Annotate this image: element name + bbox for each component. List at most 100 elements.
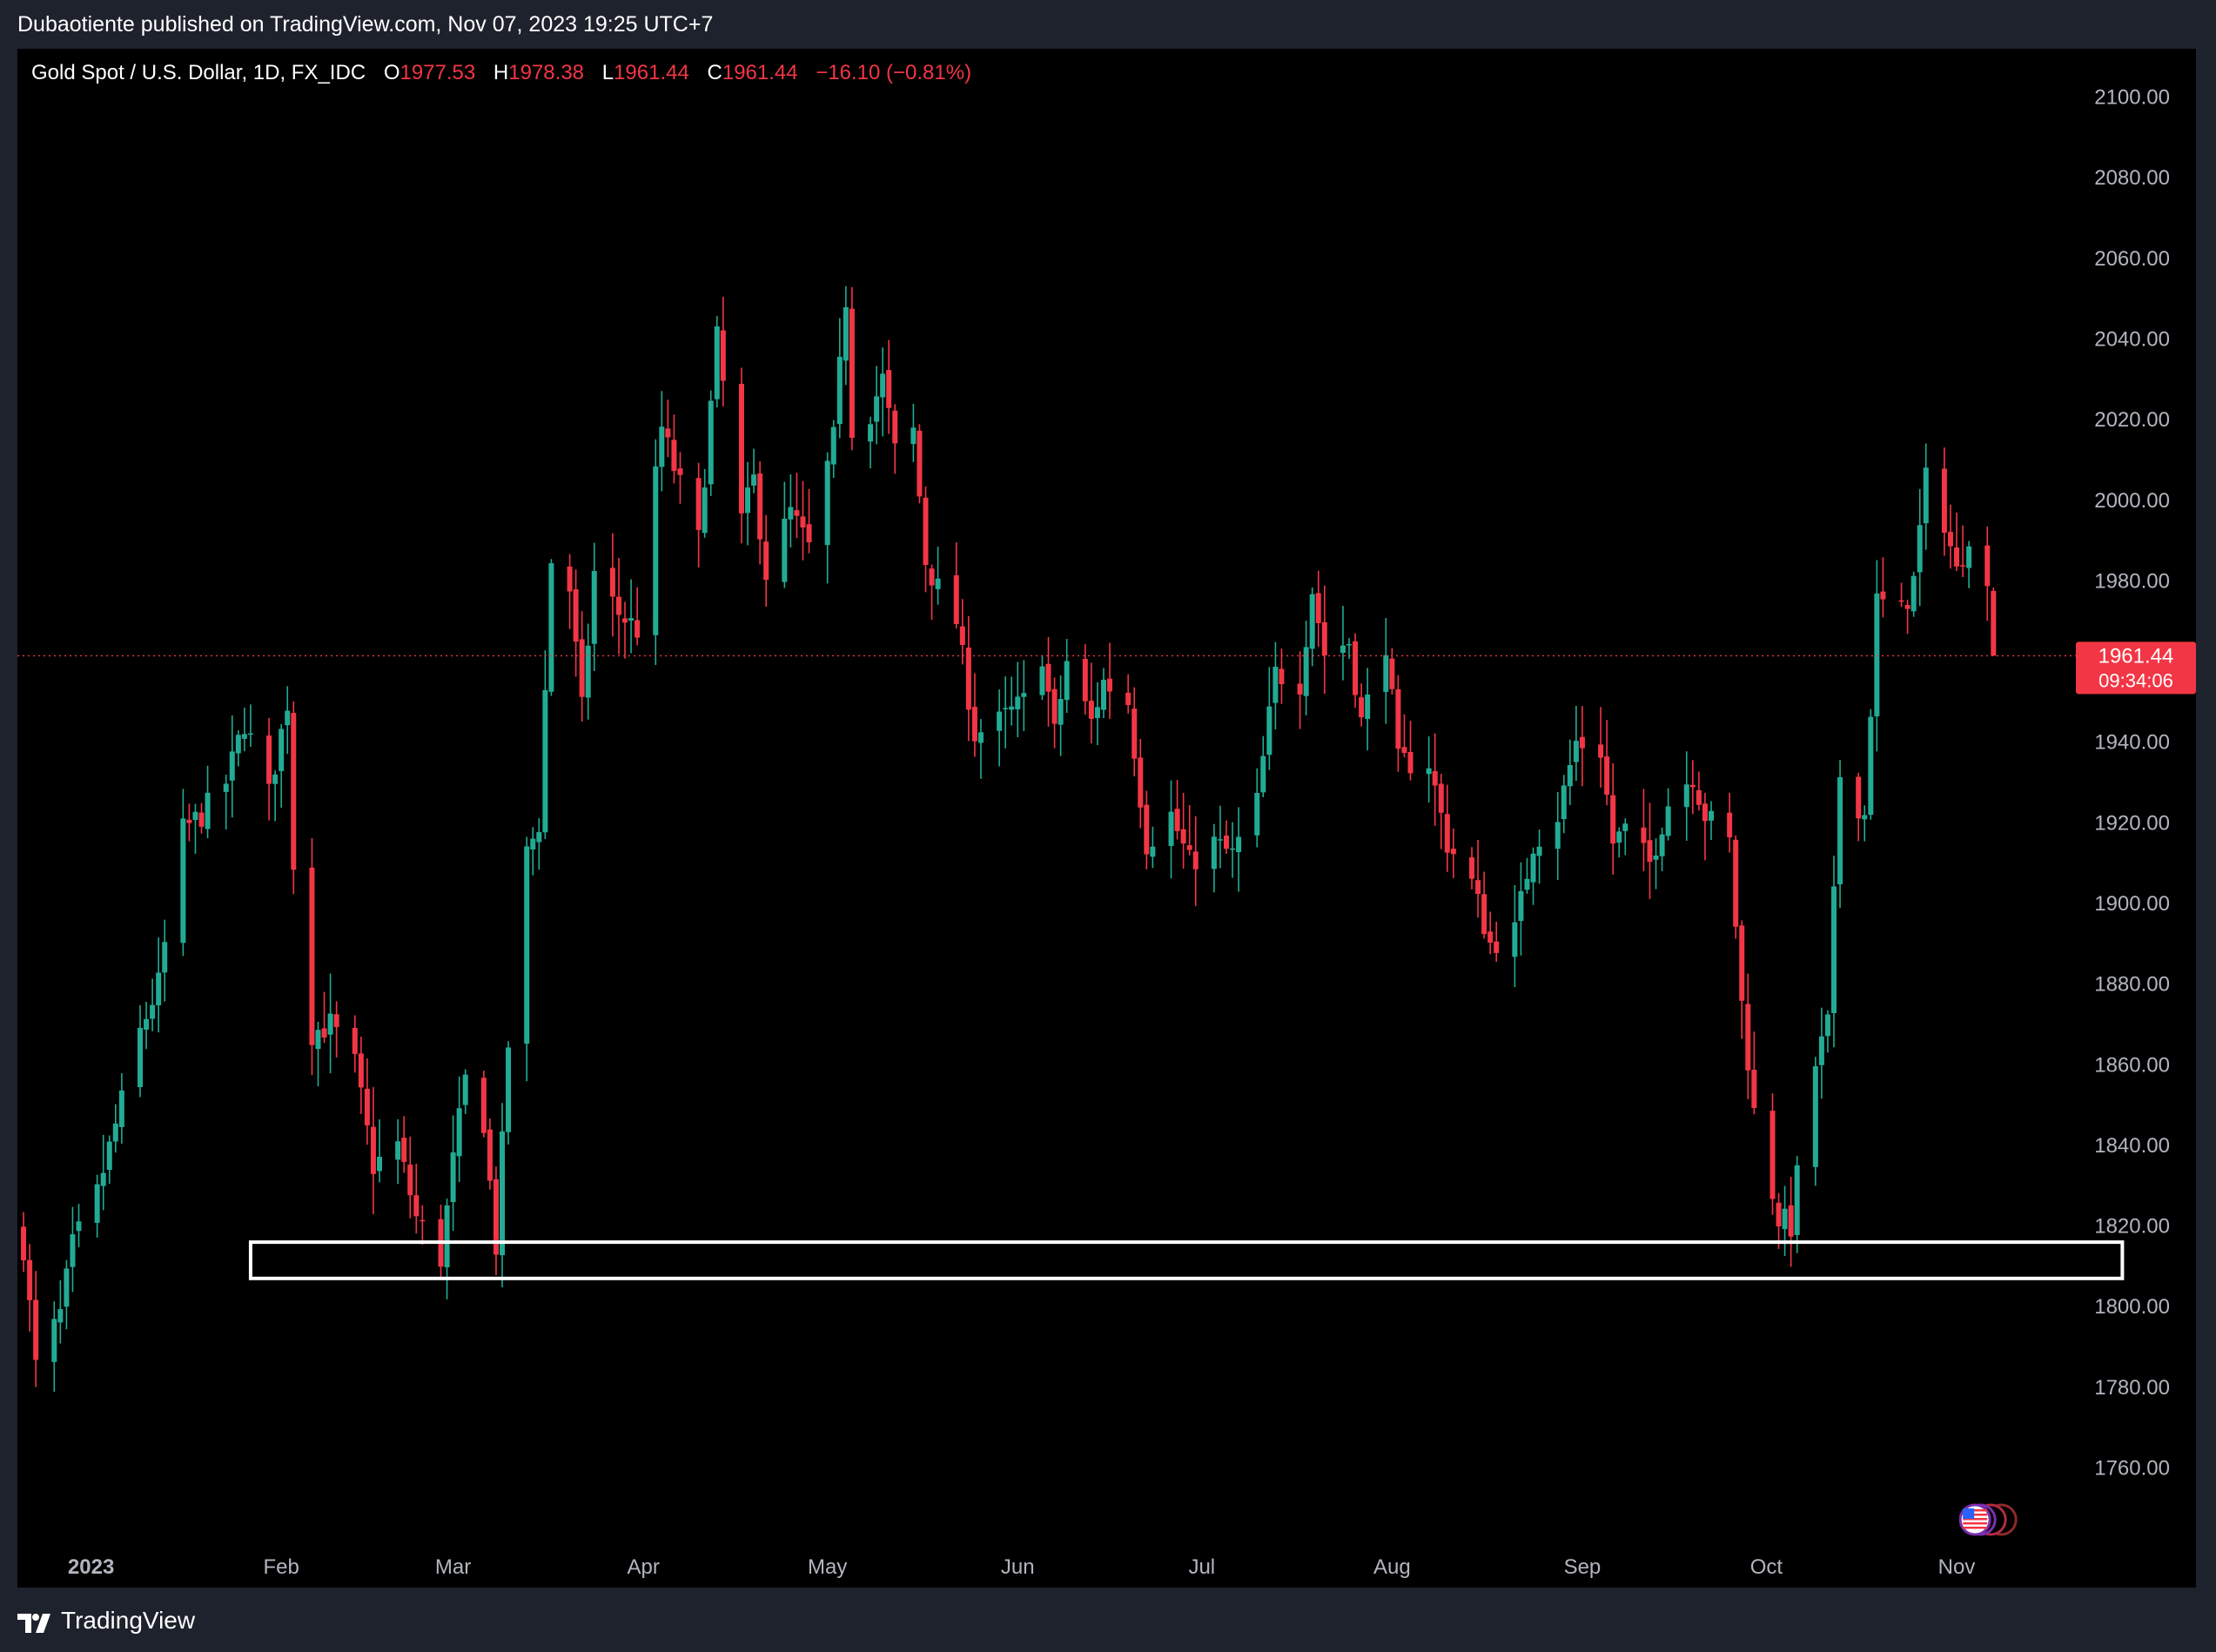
candle-body: [33, 1299, 39, 1360]
candle-body: [1776, 1202, 1782, 1226]
candle-body: [1438, 783, 1444, 813]
candle-body: [27, 1259, 33, 1300]
candle-body: [1874, 593, 1880, 716]
candle-body: [1788, 1205, 1794, 1237]
x-tick-label: May: [808, 1555, 847, 1579]
candle-body: [836, 356, 843, 425]
tradingview-logo[interactable]: TradingView: [17, 1607, 195, 1635]
candle-body: [757, 473, 763, 540]
candle-body: [1696, 789, 1702, 805]
candle-body: [1144, 804, 1150, 855]
legend-change: −16.10 (−0.81%): [816, 61, 972, 84]
candle-body: [1947, 532, 1953, 547]
candle-body: [923, 497, 929, 566]
candle-body: [1450, 849, 1456, 855]
x-tick-label: Jun: [1001, 1555, 1035, 1579]
candle-body: [1727, 812, 1733, 838]
candle-body: [1064, 661, 1070, 701]
candle-body: [1555, 822, 1561, 850]
candle-body: [358, 1053, 364, 1088]
candle-body: [1518, 890, 1524, 922]
candle-body: [542, 690, 548, 833]
candle-body: [997, 711, 1003, 731]
candle-body: [1230, 848, 1236, 850]
legend-open-label: O: [383, 61, 400, 84]
candle-body: [1567, 765, 1573, 787]
candle-body: [500, 1131, 506, 1256]
candle-body: [806, 524, 812, 543]
candle-body: [677, 468, 683, 475]
candle-body: [971, 707, 977, 742]
published-header: Dubaotiente published on TradingView.com…: [17, 12, 714, 37]
candle-body: [352, 1027, 358, 1054]
candle-body: [395, 1141, 401, 1160]
candle-body: [1641, 827, 1647, 843]
y-tick-label: 2060.00: [2094, 247, 2170, 271]
candle-body: [186, 819, 192, 823]
candle-body: [247, 733, 253, 735]
candle-body: [376, 1157, 382, 1172]
candle-body: [1868, 716, 1874, 816]
candle-body: [235, 735, 241, 754]
candle-body: [1082, 658, 1088, 702]
candle-body: [1923, 467, 1929, 524]
x-tick-label: Jul: [1188, 1555, 1215, 1579]
candle-body: [1407, 751, 1414, 774]
candle-body: [1769, 1111, 1776, 1199]
candle-body: [1984, 545, 1991, 587]
candle-body: [1346, 644, 1353, 646]
y-tick-label: 2000.00: [2094, 489, 2170, 513]
candle-body: [1837, 776, 1843, 884]
candle-body: [315, 1030, 321, 1050]
candle-body: [1180, 829, 1186, 844]
candle-body: [1401, 747, 1407, 754]
symbol-legend: Gold Spot / U.S. Dollar, 1D, FX_IDC O197…: [31, 61, 971, 85]
candle-body: [1745, 1004, 1751, 1071]
x-tick-label: 2023: [68, 1555, 114, 1579]
candle-body: [591, 570, 597, 644]
candle-body: [910, 427, 917, 445]
candle-body: [929, 568, 935, 586]
y-tick-label: 2020.00: [2094, 408, 2170, 432]
candle-body: [1132, 708, 1138, 759]
candle-body: [480, 1078, 487, 1133]
candle-body: [1279, 668, 1285, 685]
chart-pane[interactable]: 1760.00 1780.00 1800.00 1820.00 1840.00 1860.…: [17, 49, 2196, 1588]
candle-body: [309, 867, 315, 1045]
candle-body: [321, 1028, 327, 1038]
candle-body: [1598, 744, 1604, 758]
legend-low-value: 1961.44: [614, 61, 689, 84]
candle-body: [266, 735, 272, 784]
candle-body: [892, 410, 898, 444]
candle-body: [1309, 594, 1315, 649]
candle-body: [1168, 811, 1174, 846]
candle-body: [333, 1014, 339, 1027]
candle-body: [21, 1226, 27, 1260]
candle-body: [1665, 806, 1671, 836]
candle-body: [241, 734, 247, 739]
y-tick-label: 1920.00: [2094, 811, 2170, 835]
candle-body: [1659, 834, 1665, 856]
candle-body: [1223, 836, 1229, 850]
support-zone-box: [248, 1240, 2125, 1280]
candle-body: [917, 430, 923, 497]
candle-body: [671, 440, 677, 472]
y-tick-label: 1780.00: [2094, 1376, 2170, 1400]
candle-body: [456, 1108, 462, 1157]
candle-body: [1622, 823, 1628, 831]
candle-body: [1782, 1208, 1788, 1230]
candle-body: [1512, 922, 1518, 957]
candle-body: [1824, 1014, 1830, 1037]
candle-body: [1353, 641, 1359, 695]
candle-body: [622, 618, 628, 623]
candle-body: [1058, 699, 1064, 725]
candle-body: [1487, 931, 1494, 943]
candle-body: [1739, 925, 1745, 1001]
candle-body: [1383, 655, 1389, 692]
candle-body: [1009, 706, 1015, 710]
candle-body: [1100, 679, 1106, 710]
candlestick-chart[interactable]: 1760.00 1780.00 1800.00 1820.00 1840.00 1860.…: [17, 49, 2196, 1588]
candle-body: [843, 306, 849, 361]
candle-body: [530, 838, 536, 850]
candle-body: [1021, 693, 1027, 697]
